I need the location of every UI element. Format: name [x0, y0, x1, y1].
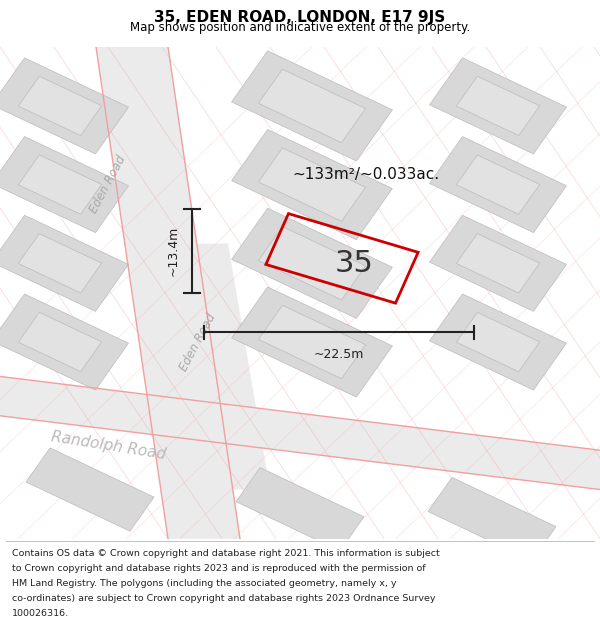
Polygon shape: [0, 294, 128, 390]
Polygon shape: [259, 69, 365, 142]
Polygon shape: [428, 478, 556, 561]
Polygon shape: [430, 215, 566, 311]
Text: Contains OS data © Crown copyright and database right 2021. This information is : Contains OS data © Crown copyright and d…: [12, 549, 440, 558]
Polygon shape: [457, 312, 539, 372]
Text: Randolph Road: Randolph Road: [50, 429, 166, 462]
Polygon shape: [259, 148, 365, 221]
Text: Eden Road: Eden Road: [178, 311, 218, 373]
Text: co-ordinates) are subject to Crown copyright and database rights 2023 Ordnance S: co-ordinates) are subject to Crown copyr…: [12, 594, 436, 603]
Polygon shape: [0, 376, 600, 489]
Polygon shape: [19, 155, 101, 214]
Polygon shape: [19, 312, 101, 372]
Polygon shape: [430, 137, 566, 232]
Polygon shape: [457, 76, 539, 136]
Text: 35, EDEN ROAD, LONDON, E17 9JS: 35, EDEN ROAD, LONDON, E17 9JS: [154, 10, 446, 25]
Text: 100026316.: 100026316.: [12, 609, 69, 619]
Polygon shape: [232, 208, 392, 318]
Text: HM Land Registry. The polygons (including the associated geometry, namely x, y: HM Land Registry. The polygons (includin…: [12, 579, 397, 588]
Polygon shape: [19, 234, 101, 293]
Polygon shape: [0, 58, 128, 154]
Polygon shape: [232, 129, 392, 239]
Text: ~133m²/~0.033ac.: ~133m²/~0.033ac.: [292, 168, 440, 182]
Text: ~13.4m: ~13.4m: [167, 226, 180, 276]
Polygon shape: [259, 305, 365, 379]
Polygon shape: [232, 51, 392, 161]
Polygon shape: [457, 234, 539, 293]
Polygon shape: [19, 76, 101, 136]
Text: Eden Road: Eden Road: [88, 154, 128, 216]
Polygon shape: [430, 58, 566, 154]
Polygon shape: [457, 155, 539, 214]
Polygon shape: [259, 227, 365, 300]
Text: ~22.5m: ~22.5m: [314, 348, 364, 361]
Polygon shape: [232, 287, 392, 397]
Polygon shape: [168, 244, 270, 489]
Polygon shape: [0, 137, 128, 232]
Polygon shape: [430, 294, 566, 390]
Polygon shape: [236, 468, 364, 551]
Polygon shape: [26, 448, 154, 531]
Text: 35: 35: [335, 249, 373, 278]
Polygon shape: [0, 215, 128, 311]
Text: Map shows position and indicative extent of the property.: Map shows position and indicative extent…: [130, 21, 470, 34]
Polygon shape: [96, 47, 240, 539]
Text: to Crown copyright and database rights 2023 and is reproduced with the permissio: to Crown copyright and database rights 2…: [12, 564, 425, 573]
